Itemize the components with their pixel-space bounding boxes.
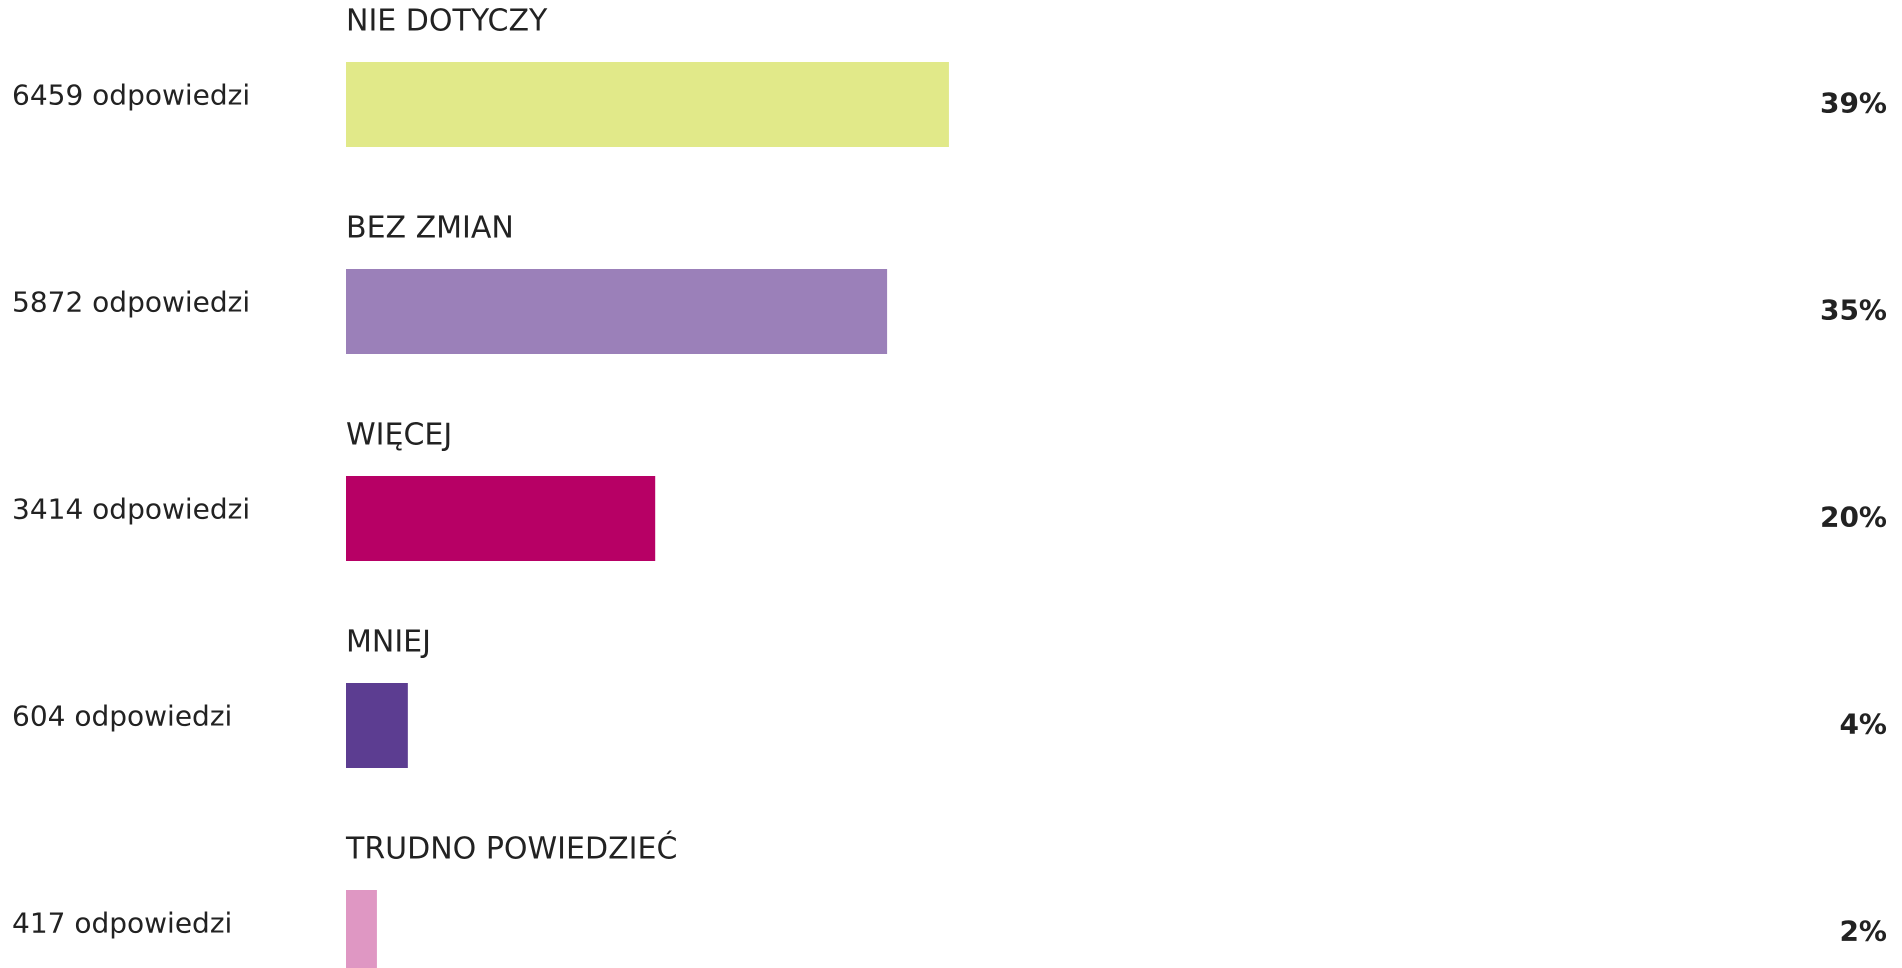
option-label: NIE DOTYCZY — [346, 4, 548, 39]
answer-count: 417 odpowiedzi — [12, 907, 232, 940]
answer-count: 6459 odpowiedzi — [12, 79, 250, 112]
percent-label: 4% — [1839, 708, 1887, 741]
bar — [346, 269, 888, 354]
option-label: TRUDNO POWIEDZIEĆ — [345, 830, 677, 867]
answer-count: 3414 odpowiedzi — [12, 493, 250, 526]
percent-label: 35% — [1820, 294, 1887, 327]
percent-label: 2% — [1839, 915, 1887, 948]
answer-count: 5872 odpowiedzi — [12, 286, 250, 319]
bar — [346, 62, 949, 147]
bar — [346, 476, 656, 561]
option-label: WIĘCEJ — [346, 418, 452, 453]
bar — [346, 683, 408, 768]
bar — [346, 890, 377, 968]
answer-count: 604 odpowiedzi — [12, 700, 232, 733]
percent-label: 20% — [1820, 501, 1887, 534]
percent-label: 39% — [1820, 87, 1887, 120]
option-label: MNIEJ — [346, 625, 431, 660]
option-label: BEZ ZMIAN — [346, 211, 514, 246]
